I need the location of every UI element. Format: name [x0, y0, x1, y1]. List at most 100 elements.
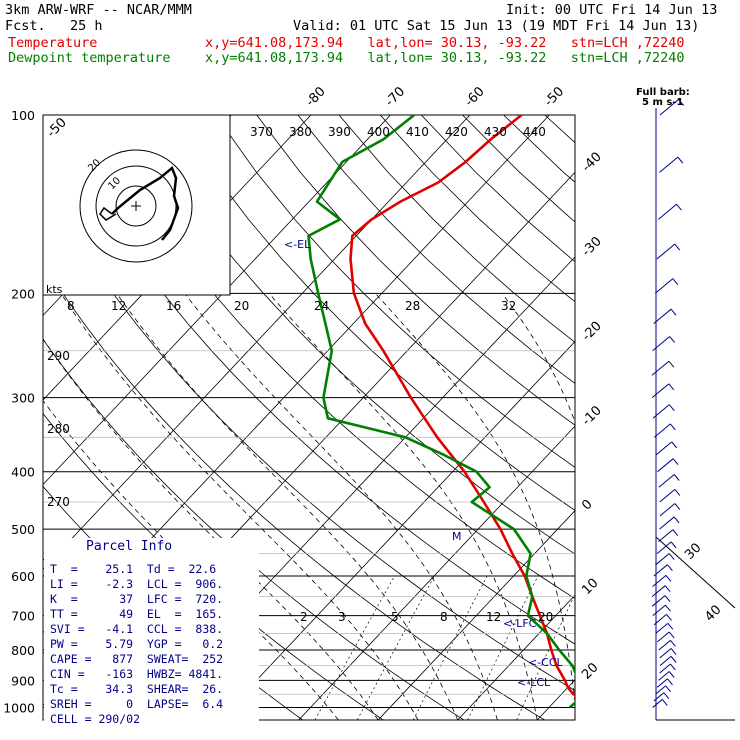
- dry-adiabat: [297, 115, 575, 384]
- wind-barb-flag: [669, 336, 676, 343]
- wind-barb-flag: [672, 458, 679, 466]
- wind-speed-label: 30: [682, 541, 704, 563]
- parcel-row: T = 25.1 Td = 22.6: [50, 562, 217, 576]
- isotherm-bottom-label: 32: [501, 299, 516, 313]
- wind-barb-flag: [677, 156, 684, 164]
- parcel-row: TT = 49 EL = 165.: [50, 607, 224, 621]
- point-info-dewpoint: x,y=641.08,173.94 lat,lon= 30.13, -93.22…: [205, 50, 685, 66]
- mixing-ratio-label: 5: [391, 610, 399, 624]
- pressure-label: 200: [11, 286, 35, 301]
- theta-label: 280: [47, 422, 70, 436]
- isotherm-bottom-label: 28: [405, 299, 420, 313]
- theta-e-label: 400: [367, 125, 390, 139]
- wind-barb-flag: [672, 529, 679, 537]
- wind-barb: [652, 699, 663, 708]
- theta-e-label: 410: [406, 125, 429, 139]
- isotherm-line: [298, 425, 575, 720]
- hodograph-trace: [111, 165, 180, 241]
- wind-barb: [658, 639, 671, 651]
- parcel-row: CELL = 290/02: [50, 712, 141, 726]
- isotherm-label: 20: [579, 660, 601, 682]
- dry-adiabat: [43, 262, 545, 720]
- wind-barb: [659, 663, 671, 674]
- wind-barb: [655, 622, 669, 634]
- wind-barb: [658, 671, 670, 681]
- wind-barb-flag: [678, 99, 684, 106]
- dry-adiabat: [215, 115, 575, 468]
- wind-barb: [656, 678, 668, 688]
- wind-barb-flag: [674, 489, 681, 496]
- dry-adiabat: [43, 181, 575, 692]
- wind-barb: [653, 564, 668, 577]
- wind-barb-flag: [669, 640, 676, 647]
- moist-adiabat: [43, 338, 379, 720]
- isotherm-line: [536, 679, 575, 720]
- isotherm-label: -70: [383, 84, 409, 110]
- wind-barb: [659, 648, 672, 659]
- isotherm-bottom-label: 12: [111, 299, 126, 313]
- pressure-label: 600: [11, 569, 35, 584]
- legend-dewpoint: Dewpoint temperature: [8, 50, 171, 66]
- wind-barb: [652, 604, 666, 617]
- isotherm-line: [696, 115, 740, 720]
- theta-label: 270: [47, 495, 70, 509]
- parcel-row: LI = -2.3 LCL = 906.: [50, 577, 224, 591]
- isotherm-label: -60: [462, 84, 488, 110]
- mixing-ratio-line: [581, 576, 644, 720]
- mixing-ratio-line: [356, 575, 435, 720]
- wind-barb-flag: [668, 360, 675, 368]
- wind-barb-flag: [661, 699, 668, 706]
- dry-adiabat: [503, 115, 575, 183]
- hodograph-ring: [115, 185, 157, 227]
- theta-e-label: 430: [484, 125, 507, 139]
- isotherm-label: 0: [579, 497, 595, 513]
- wind-barb: [651, 595, 666, 607]
- theta-e-label: 440: [523, 125, 546, 139]
- mixing-ratio-label: 3: [338, 610, 346, 624]
- wind-barb-flag: [668, 631, 675, 639]
- isotherm-label: -20: [579, 319, 605, 345]
- wind-barb-flag: [674, 503, 681, 510]
- wind-barb: [659, 503, 676, 517]
- dry-adiabat: [668, 115, 740, 720]
- wind-barb: [656, 243, 676, 260]
- wind-barb: [651, 360, 670, 376]
- pressure-label: 1000: [3, 700, 35, 715]
- pressure-label: 900: [11, 673, 35, 688]
- wind-barb-flag: [665, 685, 671, 693]
- hodograph-unit-label: kts: [46, 283, 63, 296]
- isotherm-label: -50: [542, 84, 568, 110]
- wind-barb-flag: [667, 623, 674, 630]
- theta-e-label: 420: [445, 125, 468, 139]
- level-annotation: <-CCL: [528, 656, 564, 669]
- level-annotation: <-EL: [284, 238, 311, 251]
- isotherm-line: [377, 510, 575, 720]
- wind-barb-flag: [673, 516, 680, 524]
- mixing-ratio-line: [516, 593, 575, 720]
- wind-speed-label: 40: [702, 603, 724, 625]
- parcel-info-title: Parcel Info: [86, 539, 173, 554]
- wind-axis-diag: [655, 536, 736, 609]
- dry-adiabat: [379, 115, 575, 303]
- theta-e-label: 390: [328, 125, 351, 139]
- legend-temperature: Temperature: [8, 35, 98, 51]
- wind-barb-flag: [676, 203, 682, 211]
- wind-barb-flag: [667, 564, 673, 571]
- dry-adiabat: [132, 115, 575, 555]
- wind-barb-flag: [665, 575, 672, 582]
- hodograph-trace-lower: [99, 206, 117, 221]
- moist-adiabat: [116, 293, 459, 720]
- isotherm-bottom-label: 20: [234, 299, 249, 313]
- wind-barb-flag: [674, 243, 681, 251]
- point-info-temperature: x,y=641.08,173.94 lat,lon= 30.13, -93.22…: [205, 35, 685, 51]
- parcel-row: SREH = 0 LAPSE= 6.4: [50, 697, 224, 711]
- isotherm-label: -10: [579, 403, 605, 429]
- wind-barb: [651, 585, 666, 597]
- dewpoint-trace: [307, 115, 575, 709]
- wind-profile: Full barb:5 m s-1 30 40: [636, 87, 736, 721]
- wind-barb: [659, 516, 675, 530]
- moist-adiabat: [375, 293, 575, 706]
- pressure-label: 800: [11, 643, 35, 658]
- parcel-row: SVI = -4.1 CCL = 838.: [50, 622, 224, 636]
